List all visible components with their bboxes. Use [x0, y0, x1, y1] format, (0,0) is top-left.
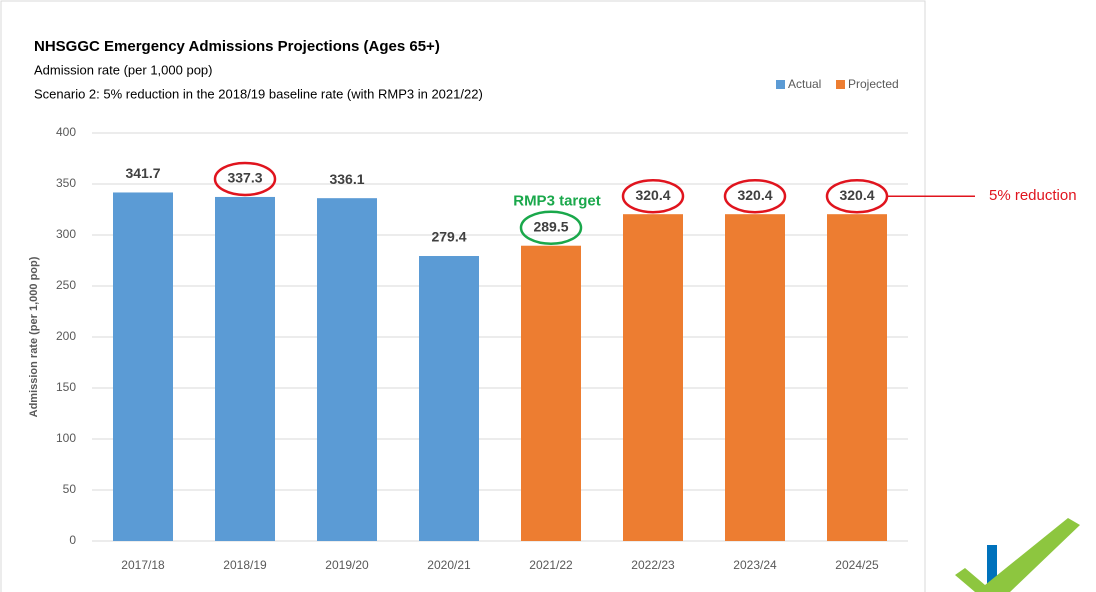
logo-bar	[987, 545, 997, 592]
logo	[955, 518, 1080, 592]
data-label: 279.4	[431, 229, 466, 245]
y-tick-label: 250	[56, 278, 76, 292]
y-tick-label: 400	[56, 125, 76, 139]
legend-swatch	[836, 80, 845, 89]
bar	[827, 214, 887, 541]
data-label: 341.7	[125, 165, 160, 181]
x-tick-label: 2021/22	[529, 558, 573, 572]
y-tick-label: 200	[56, 329, 76, 343]
y-tick-label: 350	[56, 176, 76, 190]
y-axis-label: Admission rate (per 1,000 pop)	[28, 256, 40, 417]
bar	[623, 214, 683, 541]
data-label: 320.4	[737, 187, 772, 203]
chart-title: NHSGGC Emergency Admissions Projections …	[34, 38, 440, 55]
highlight-ring	[519, 210, 583, 245]
y-tick-label: 50	[63, 482, 77, 496]
y-tick-label: 0	[69, 533, 76, 547]
y-tick-label: 100	[56, 431, 76, 445]
logo-check	[955, 518, 1080, 592]
highlight-ring	[621, 178, 685, 214]
highlight-ring	[213, 161, 277, 197]
x-tick-label: 2022/23	[631, 558, 675, 572]
data-label: 336.1	[329, 171, 364, 187]
legend-label: Actual	[788, 77, 821, 91]
x-tick-label: 2023/24	[733, 558, 777, 572]
legend-label: Projected	[848, 77, 899, 91]
x-tick-label: 2019/20	[325, 558, 369, 572]
bar	[317, 198, 377, 542]
bar	[725, 214, 785, 541]
annotation: RMP3 target	[513, 193, 601, 210]
x-tick-label: 2018/19	[223, 558, 267, 572]
chart-subtitle: Scenario 2: 5% reduction in the 2018/19 …	[34, 86, 483, 101]
annotation: 5% reduction	[989, 187, 1077, 204]
x-tick-label: 2017/18	[121, 558, 165, 572]
data-label: 337.3	[227, 170, 262, 186]
y-tick-label: 150	[56, 380, 76, 394]
highlight-ring	[723, 178, 787, 214]
x-tick-label: 2020/21	[427, 558, 471, 572]
legend-swatch	[776, 80, 785, 89]
data-label: 320.4	[839, 187, 874, 203]
bar	[521, 245, 581, 541]
data-label: 289.5	[533, 218, 568, 234]
bar	[215, 196, 275, 542]
data-label: 320.4	[635, 187, 670, 203]
bar	[419, 256, 479, 541]
bar	[113, 192, 173, 541]
chart-subtitle: Admission rate (per 1,000 pop)	[34, 62, 212, 77]
y-tick-label: 300	[56, 227, 76, 241]
x-tick-label: 2024/25	[835, 558, 879, 572]
